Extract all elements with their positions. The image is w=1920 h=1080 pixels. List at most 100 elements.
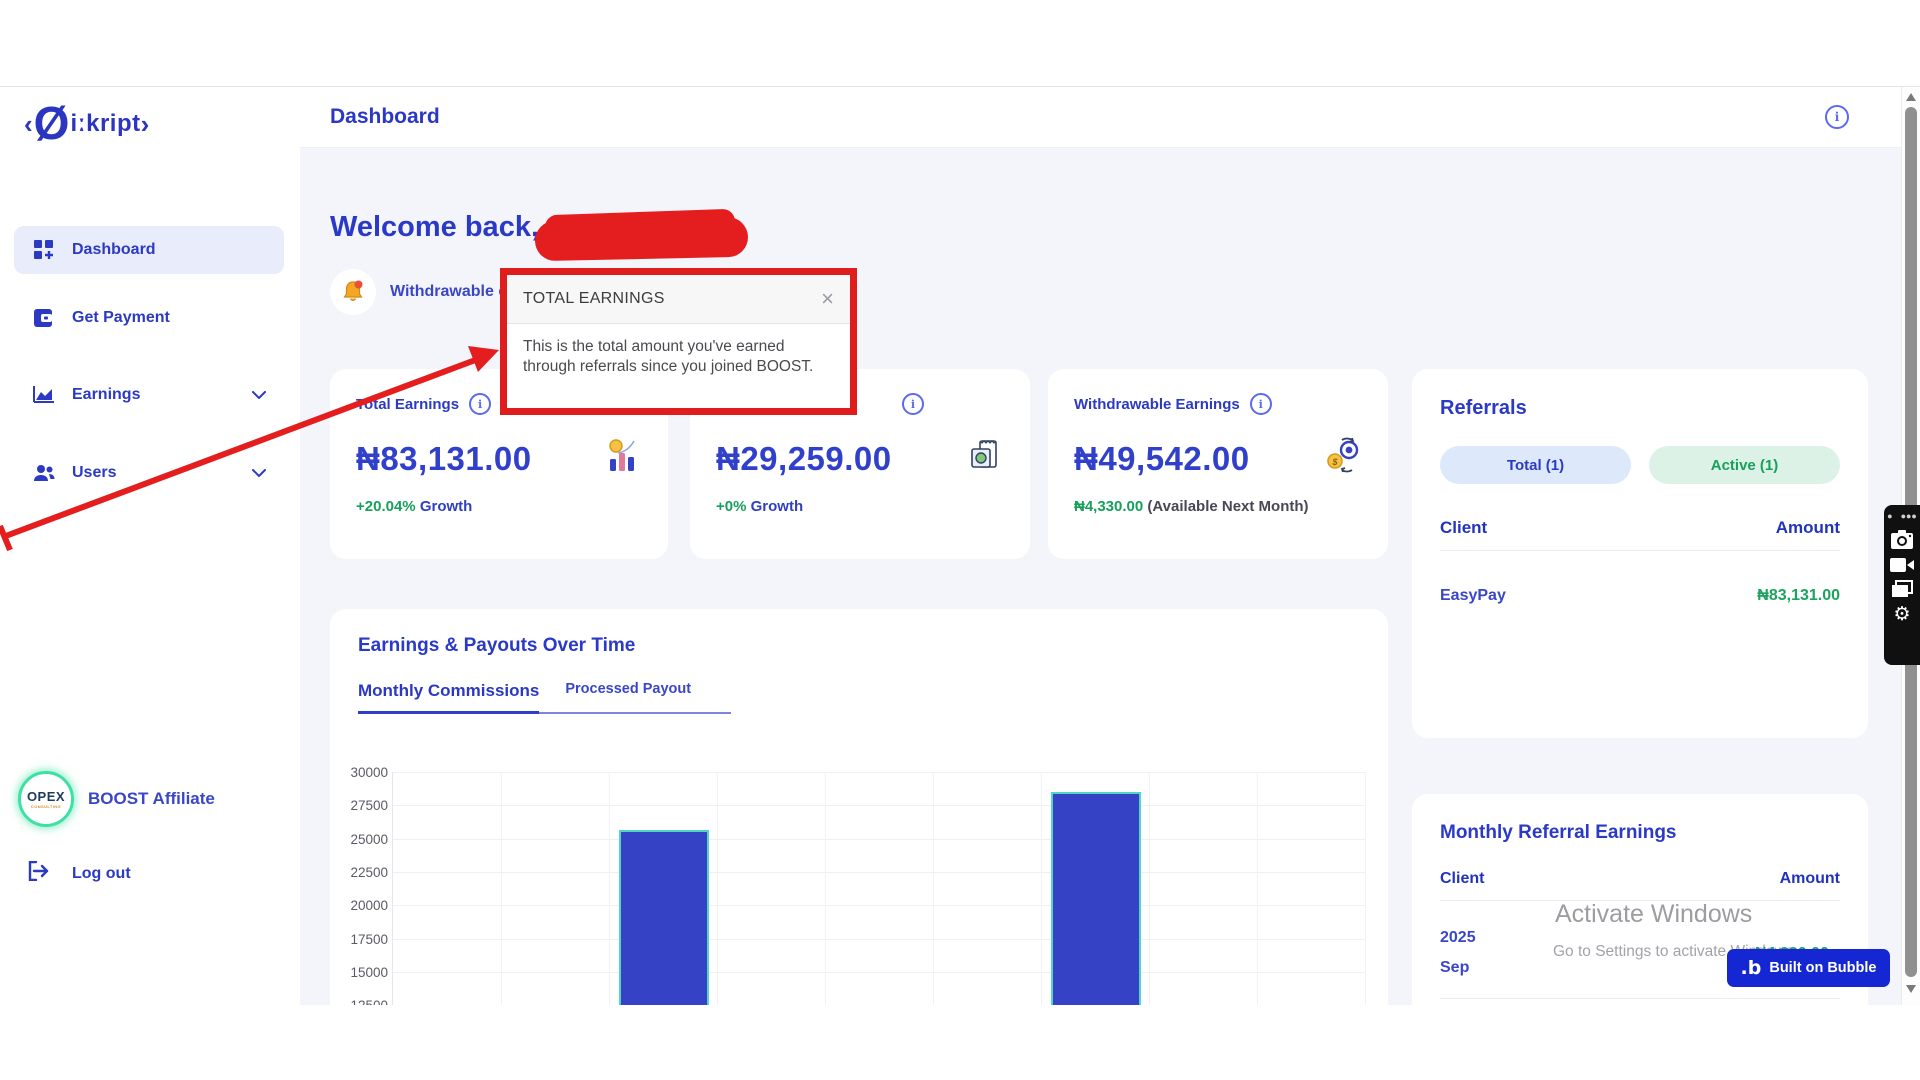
page-header: Dashboard i: [300, 87, 1901, 148]
referral-amount: ₦83,131.00: [1757, 587, 1840, 604]
info-icon[interactable]: i: [469, 393, 492, 415]
sidebar-item-label: Dashboard: [72, 241, 156, 258]
x-gridline: [933, 772, 934, 1005]
referrals-title: Referrals: [1440, 397, 1527, 419]
tooltip-body: This is the total amount you've earned t…: [523, 338, 814, 376]
video-record-icon[interactable]: [1890, 557, 1914, 573]
growth-value: +20.04%: [356, 498, 416, 515]
chart-bar[interactable]: [1051, 791, 1141, 1005]
close-icon[interactable]: ×: [821, 286, 834, 311]
notification-bell-icon[interactable]: [330, 269, 376, 315]
stat-label: Withdrawable Earnings: [1074, 395, 1240, 413]
sidebar-item-label: Get Payment: [72, 309, 170, 326]
payment-icon: [32, 309, 56, 327]
y-tick-label: 27500: [350, 798, 388, 814]
x-gridline: [1041, 772, 1042, 1005]
screenshot-camera-icon[interactable]: [1890, 530, 1914, 550]
tab-processed-payout[interactable]: Processed Payout: [539, 681, 732, 714]
settings-gear-icon[interactable]: ⚙: [1893, 604, 1911, 625]
y-gridline: [393, 971, 1365, 973]
opex-logo-subtext: CONSULTING: [30, 804, 62, 809]
month-name[interactable]: Sep: [1440, 959, 1470, 977]
earnings-chart-card: Earnings & Payouts Over Time Monthly Com…: [330, 609, 1388, 1005]
chart-bar[interactable]: [619, 829, 709, 1005]
x-gridline: [501, 772, 502, 1005]
bar-chart-coin-icon: [604, 437, 642, 480]
y-gridline: [393, 871, 1365, 873]
monthly-referral-title: Monthly Referral Earnings: [1440, 822, 1677, 843]
toolbar-dot-icon[interactable]: ●: [1887, 511, 1893, 521]
table-row: EasyPay ₦83,131.00: [1440, 587, 1840, 605]
affiliate-brand: OPEX CONSULTING BOOST Affiliate: [18, 771, 215, 827]
column-header-client: Client: [1440, 870, 1485, 887]
app-logo: ‹ Ø iːkript ›: [24, 97, 149, 149]
opex-logo: OPEX CONSULTING: [18, 771, 74, 827]
logout-button[interactable]: Log out: [28, 860, 131, 886]
y-tick-label: 22500: [350, 864, 388, 880]
notification-row: Withdrawable e: [330, 269, 507, 315]
chevron-down-icon[interactable]: [252, 464, 266, 482]
y-tick-label: 20000: [350, 898, 388, 914]
header-info-icon[interactable]: i: [1825, 105, 1849, 129]
stat-value: ₦49,542.00: [1074, 439, 1250, 477]
column-header-client: Client: [1440, 518, 1488, 537]
bubble-badge-label: Built on Bubble: [1769, 960, 1877, 976]
sidebar-item-label: Users: [72, 464, 117, 481]
sidebar-item-users[interactable]: Users: [14, 453, 284, 493]
referrals-active-pill[interactable]: Active (1): [1649, 446, 1840, 484]
y-gridline: [393, 838, 1365, 840]
earnings-chart-icon: [32, 386, 56, 404]
referrals-card: Referrals Total (1) Active (1) Client Am…: [1412, 369, 1868, 738]
growth-label: Growth: [419, 498, 473, 515]
referral-client[interactable]: EasyPay: [1440, 587, 1506, 604]
redaction-scribble: [534, 216, 749, 262]
svg-text:$: $: [1331, 457, 1338, 467]
sidebar-item-earnings[interactable]: Earnings: [14, 375, 284, 415]
receipt-money-icon: [966, 437, 1004, 480]
y-tick-label: 15000: [350, 964, 388, 980]
x-gridline: [825, 772, 826, 1005]
sidebar-item-dashboard[interactable]: Dashboard: [14, 226, 284, 274]
tab-monthly-commissions[interactable]: Monthly Commissions: [358, 681, 540, 714]
table-row: 2025 Sep: [1440, 923, 1840, 984]
available-next-month-label: (Available Next Month): [1147, 498, 1309, 515]
info-icon[interactable]: i: [1249, 393, 1272, 415]
logout-icon: [28, 860, 50, 886]
y-tick-label: 17500: [350, 931, 388, 947]
scroll-up-arrow[interactable]: [1906, 93, 1916, 101]
y-tick-label: 25000: [350, 831, 388, 847]
copy-windows-icon[interactable]: [1891, 580, 1913, 598]
x-gridline: [1257, 772, 1258, 1005]
y-gridline: [393, 938, 1365, 940]
month-year[interactable]: 2025: [1440, 929, 1476, 946]
x-gridline: [717, 772, 718, 1005]
notification-text: Withdrawable e: [390, 283, 508, 300]
activate-windows-watermark: Activate Windows: [1555, 900, 1753, 928]
floating-side-toolbar: ● ●●● ⚙: [1884, 505, 1920, 665]
opex-logo-text: OPEX: [26, 789, 66, 804]
scroll-down-arrow[interactable]: [1906, 985, 1916, 993]
growth-value: +0%: [716, 498, 747, 515]
chevron-down-icon[interactable]: [252, 386, 266, 404]
logout-label: Log out: [72, 864, 131, 882]
tooltip-title: TOTAL EARNINGS: [523, 290, 665, 307]
built-on-bubble-badge[interactable]: .b Built on Bubble: [1727, 949, 1890, 987]
toolbar-more-icon[interactable]: ●●●: [1900, 511, 1917, 521]
x-gridline: [1365, 772, 1366, 1005]
affiliate-brand-label: BOOST Affiliate: [88, 789, 215, 808]
sidebar-item-get-payment[interactable]: Get Payment: [14, 298, 284, 338]
y-gridline: [393, 805, 1365, 807]
info-icon[interactable]: i: [902, 393, 924, 415]
app-window: ‹ Ø iːkript › Dashboard Get Payment: [0, 86, 1920, 1005]
referrals-total-pill[interactable]: Total (1): [1440, 446, 1631, 484]
available-next-month-value: ₦4,330.00: [1074, 498, 1144, 515]
y-tick-label: 30000: [350, 765, 388, 780]
logo-symbol: Ø: [33, 97, 70, 149]
chart-plot-area: [392, 772, 1366, 1005]
sidebar: ‹ Ø iːkript › Dashboard Get Payment: [0, 87, 301, 1005]
x-gridline: [1149, 772, 1150, 1005]
sidebar-item-label: Earnings: [72, 386, 141, 403]
coin-exchange-icon: $: [1322, 437, 1362, 480]
column-header-amount: Amount: [1779, 870, 1840, 887]
